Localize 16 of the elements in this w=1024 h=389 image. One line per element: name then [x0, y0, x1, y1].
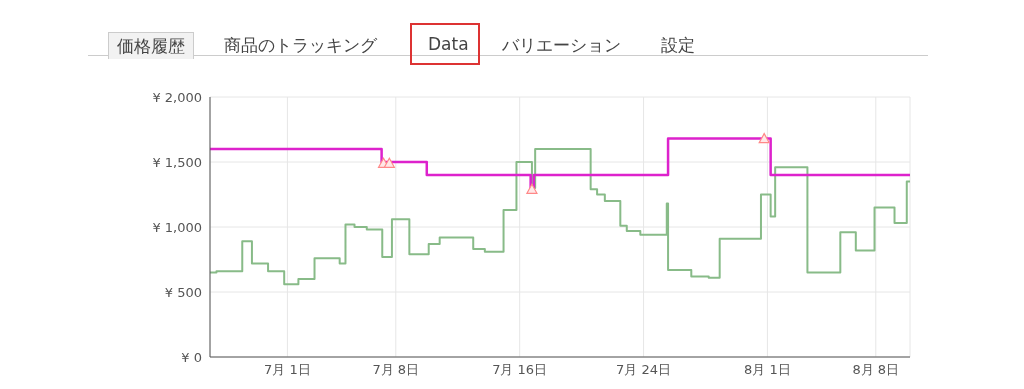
- x-tick-label: 8月 8日: [852, 362, 900, 378]
- x-tick-label: 7月 1日: [264, 362, 311, 378]
- text: 価格履歴: [108, 32, 194, 59]
- y-tick-label: ¥ 2,000: [152, 89, 202, 105]
- text: 商品のトラッキング: [223, 34, 378, 57]
- x-tick-label: 7月 16日: [492, 362, 548, 378]
- x-tick-label: 8月 1日: [744, 362, 791, 378]
- text: 設定: [660, 34, 696, 57]
- y-tick-label: ¥ 1,000: [152, 219, 202, 235]
- y-tick-label: ¥ 500: [164, 284, 202, 300]
- y-tick-label: ¥ 0: [181, 349, 202, 365]
- x-tick-label: 7月 24日: [616, 362, 672, 378]
- x-tick-label: 7月 8日: [372, 362, 420, 378]
- y-tick-label: ¥ 1,500: [152, 154, 202, 170]
- text: バリエーション: [501, 34, 622, 57]
- text: Data: [427, 33, 470, 56]
